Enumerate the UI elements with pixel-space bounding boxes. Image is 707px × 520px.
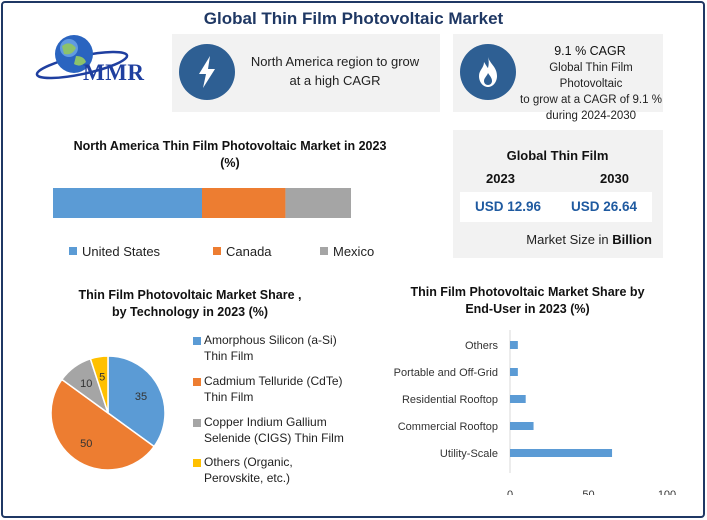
na-legend-canada-label: Canada: [226, 244, 272, 259]
enduser-x-tick-label: 0: [507, 489, 513, 495]
legend-swatch-yellow: [193, 459, 201, 467]
pie-slice-label-1: 35: [135, 391, 147, 403]
enduser-bar-others: [510, 341, 518, 349]
enduser-bar-commercial-rooftop: [510, 422, 534, 430]
cdte-label-2: Thin Film: [204, 390, 254, 404]
pie-legend-cigs: Copper Indium Gallium Selenide (CIGS) Thi…: [193, 414, 344, 446]
asi-label-2: Thin Film: [204, 349, 254, 363]
others-label-2: Perovskite, etc.): [204, 471, 291, 485]
pie-slice-label-4: 5: [99, 371, 105, 383]
na-title-line-1: North America Thin Film Photovoltaic Mar…: [73, 139, 387, 153]
na-legend-us-label: United States: [82, 244, 161, 259]
enduser-x-tick-label: 100: [658, 489, 676, 495]
pie-legend-cdte: Cadmium Telluride (CdTe) Thin Film: [193, 373, 343, 405]
pie-slice-4: [89, 355, 109, 414]
region-highlight-text: North America region to grow at a high C…: [240, 52, 430, 90]
cagr-line-2: to grow at a CAGR of 9.1 %: [520, 94, 662, 106]
year-2023: 2023: [486, 171, 515, 186]
pie-slice-label-2: 50: [80, 438, 92, 450]
legend-swatch-blue: [193, 337, 201, 345]
pie-slice-1: [107, 355, 166, 448]
na-chart-title: North America Thin Film Photovoltaic Mar…: [40, 138, 420, 172]
logo-text: MMR: [83, 60, 145, 85]
asi-label-1: Amorphous Silicon (a-Si): [204, 333, 337, 347]
enduser-category-label: Others: [465, 340, 499, 352]
enduser-bar-chart: Utility-Scale Commercial Rooftop Residenti…: [394, 330, 676, 495]
na-legend-mexico-label: Mexico: [333, 244, 375, 259]
mmr-logo: [35, 35, 129, 80]
region-icon-circle: [179, 44, 235, 100]
value-2023: USD 12.96: [460, 192, 556, 222]
enduser-category-label: Portable and Off-Grid: [394, 367, 498, 379]
technology-pie-chart: 35 50 10 5: [50, 355, 166, 471]
enduser-bar-portable-and-off-grid: [510, 368, 518, 376]
flame-icon: [479, 57, 497, 87]
pie-chart-title: Thin Film Photovoltaic Market Share , by…: [60, 287, 320, 321]
legend-swatch-blue: [69, 247, 77, 255]
pie-slice-label-3: 10: [80, 378, 92, 390]
na-title-line-2: (%): [220, 156, 240, 170]
cigs-label-2: Selenide (CIGS) Thin Film: [204, 431, 344, 445]
enduser-category-label: Residential Rooftop: [402, 394, 498, 406]
enduser-bar-residential-rooftop: [510, 395, 526, 403]
year-2030: 2030: [600, 171, 629, 186]
enduser-category-label: Commercial Rooftop: [398, 421, 498, 433]
legend-swatch-gray: [320, 247, 328, 255]
pie-title-line-2: by Technology in 2023 (%): [111, 305, 269, 319]
others-label-1: Others (Organic,: [204, 455, 293, 469]
legend-swatch-orange: [193, 378, 201, 386]
market-size-title: Global Thin Film: [506, 148, 609, 163]
enduser-bar-utility-scale: [510, 449, 613, 457]
pie-slice-2: [50, 378, 156, 471]
cagr-title: 9.1 % CAGR: [554, 44, 626, 58]
unit-bold: Billion: [612, 232, 652, 247]
legend-swatch-gray: [193, 419, 201, 427]
cagr-text: Global Thin Film Photovoltaic to grow at…: [517, 60, 665, 124]
na-legend-mexico: Mexico: [320, 244, 374, 259]
na-stacked-bar-chart: [53, 188, 351, 218]
value-2030: USD 26.64: [556, 192, 652, 222]
cdte-label-1: Cadmium Telluride (CdTe): [204, 374, 343, 388]
enduser-chart-title: Thin Film Photovoltaic Market Share by E…: [385, 284, 670, 318]
enduser-category-label: Utility-Scale: [440, 448, 498, 460]
cigs-label-1: Copper Indium Gallium: [204, 415, 327, 429]
legend-swatch-orange: [213, 247, 221, 255]
unit-prefix: Market Size in: [526, 232, 613, 247]
na-legend-us: United States: [69, 244, 160, 259]
enduser-title-line-2: End-User in 2023 (%): [465, 302, 590, 316]
pie-legend-asi: Amorphous Silicon (a-Si) Thin Film: [193, 332, 337, 364]
na-segment-canada: [202, 188, 286, 218]
cagr-line-1: Global Thin Film Photovoltaic: [549, 62, 633, 90]
cagr-icon-circle: [460, 44, 516, 100]
enduser-title-line-1: Thin Film Photovoltaic Market Share by: [410, 285, 645, 299]
na-legend-canada: Canada: [213, 244, 272, 259]
pie-legend-others: Others (Organic, Perovskite, etc.): [193, 454, 293, 486]
pie-title-line-1: Thin Film Photovoltaic Market Share ,: [78, 288, 302, 302]
region-line-1: North America region to grow: [250, 54, 420, 69]
enduser-x-tick-label: 50: [582, 489, 594, 495]
cagr-line-3: during 2024-2030: [545, 110, 637, 122]
lightning-icon: [199, 56, 215, 88]
region-line-2: at a high CAGR: [289, 73, 381, 88]
na-segment-united-states: [53, 188, 202, 218]
page-title: Global Thin Film Photovoltaic Market: [203, 9, 504, 28]
market-size-unit: Market Size in Billion: [462, 232, 652, 247]
na-segment-mexico: [285, 188, 351, 218]
